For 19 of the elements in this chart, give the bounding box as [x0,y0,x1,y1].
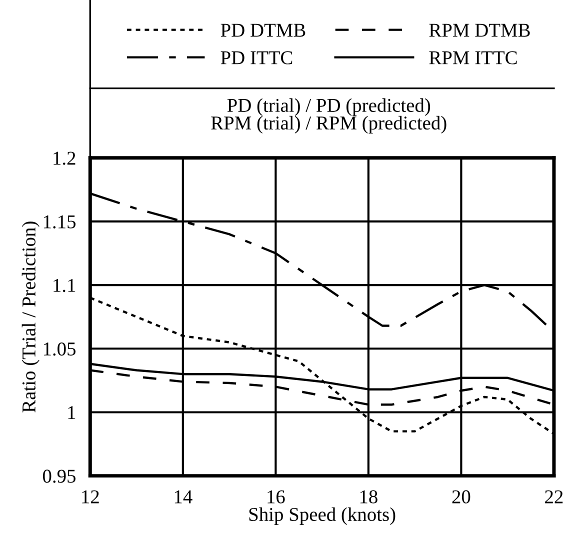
legend-label: PD ITTC [220,51,292,64]
legend-label: PD DTMB [220,24,306,37]
x-tick-label: 14 [174,490,192,504]
x-axis-title: Ship Speed (knots) [249,507,396,525]
legend-label: RPM ITTC [429,51,517,64]
x-tick-label: 18 [360,490,378,504]
x-tick-label: 12 [82,490,99,504]
y-tick-label: 0.95 [42,470,76,483]
y-tick-label: 1 [68,406,76,419]
legend-label: RPM DTMB [429,24,530,37]
y-tick-label: 1.15 [44,215,76,228]
y-tick-label: 1.1 [54,278,76,292]
chart-title: PD (trial) / PD (predicted) RPM (trial) / RPM (predicted) [211,98,446,134]
y-axis-title: Ratio (Trial / Prediction) [22,222,40,412]
x-tick-label: 22 [545,490,563,504]
y-tick-label: 1.05 [44,342,76,356]
x-tick-label: 20 [452,490,470,504]
x-tick-label: 16 [268,490,285,504]
y-tick-label: 1.2 [54,152,76,165]
